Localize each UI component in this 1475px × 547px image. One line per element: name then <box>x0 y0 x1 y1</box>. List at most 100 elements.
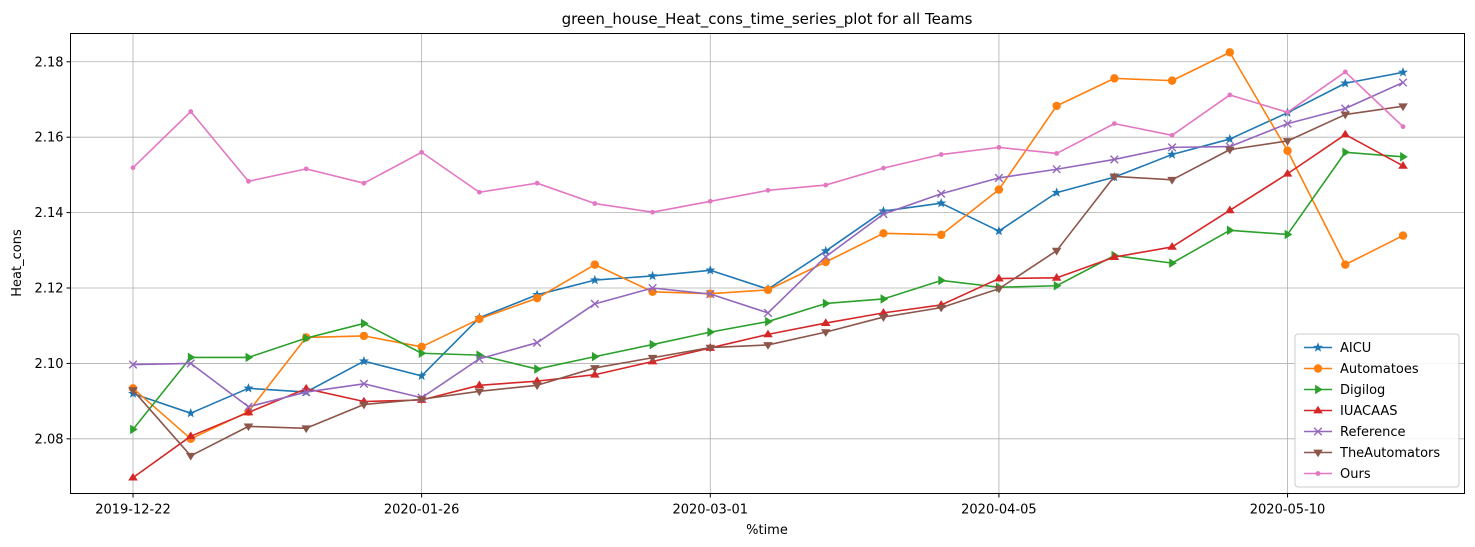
data-point <box>821 252 831 262</box>
series-line <box>132 81 1404 408</box>
data-point <box>243 383 254 393</box>
data-point <box>1340 78 1351 88</box>
data-point <box>1398 103 1408 112</box>
data-point <box>1225 48 1235 57</box>
data-point <box>245 352 254 363</box>
data-point <box>417 342 426 352</box>
data-point <box>185 452 196 461</box>
data-point <box>994 173 1004 183</box>
data-point <box>589 274 600 285</box>
legend: AICU Automatoes Digilog IUACAAS Reference The… <box>1294 333 1460 488</box>
data-point <box>243 423 254 432</box>
data-point <box>994 185 1004 194</box>
data-point <box>1110 155 1119 164</box>
data-point <box>534 364 542 374</box>
data-point <box>879 229 888 238</box>
data-point <box>1342 147 1351 158</box>
data-point <box>996 144 1002 150</box>
data-point <box>881 165 886 171</box>
data-point <box>1227 92 1233 98</box>
legend-label: TheAutomators <box>1339 446 1440 461</box>
data-point <box>130 424 138 435</box>
data-point <box>474 380 485 389</box>
data-point <box>128 387 138 395</box>
legend-label: IUACAAS <box>1340 404 1398 419</box>
data-point <box>591 351 600 362</box>
chart-title: green_house_Heat_cons_time_series_plot f… <box>562 10 973 29</box>
data-point <box>1109 252 1120 260</box>
legend-label: AICU <box>1340 341 1371 356</box>
data-point <box>128 472 138 481</box>
data-point <box>532 338 542 347</box>
legend-item: IUACAAS <box>1304 404 1398 419</box>
legend-marker <box>1313 405 1323 414</box>
data-point <box>1224 133 1235 144</box>
data-point <box>823 182 829 188</box>
data-point <box>1400 151 1408 162</box>
series-layer <box>128 48 1408 481</box>
data-point <box>1169 258 1177 268</box>
y-tick-label: 2.08 <box>35 432 64 447</box>
data-point <box>532 376 542 385</box>
legend-marker <box>1315 471 1321 476</box>
x-tick-label: 2020-05-10 <box>1250 503 1326 518</box>
y-tick-label: 2.16 <box>35 131 64 146</box>
legend-item: Reference <box>1304 425 1405 440</box>
data-point <box>878 308 889 316</box>
x-axis-label: %time <box>746 523 788 538</box>
legend-item: Ours <box>1304 467 1371 482</box>
series-theautomators <box>128 103 1408 461</box>
x-tick-label: 2020-04-05 <box>961 503 1037 518</box>
data-point <box>475 314 484 324</box>
data-point <box>820 245 831 256</box>
data-point <box>705 289 715 299</box>
legend-label: Ours <box>1340 467 1371 482</box>
data-point <box>590 260 600 269</box>
data-point <box>359 379 369 389</box>
data-point <box>936 230 946 240</box>
legend-item: AICU <box>1304 341 1371 356</box>
data-point <box>763 342 773 350</box>
data-point <box>534 180 540 186</box>
legend-marker <box>1315 384 1323 395</box>
data-point <box>1167 149 1178 159</box>
data-point <box>1226 225 1235 236</box>
data-point <box>1167 143 1177 152</box>
data-point <box>1109 173 1120 182</box>
data-point <box>763 285 773 295</box>
data-point <box>1285 109 1290 115</box>
data-point <box>763 308 773 318</box>
series-iuacaas <box>128 129 1408 481</box>
legend-marker <box>1313 342 1323 352</box>
data-point <box>1340 104 1350 113</box>
data-point <box>1398 78 1408 87</box>
data-point <box>878 205 889 216</box>
x-tick-label: 2019-12-22 <box>95 503 171 518</box>
data-point <box>994 273 1004 282</box>
data-point <box>1340 129 1351 138</box>
legend-label: Reference <box>1340 425 1405 440</box>
data-point <box>707 327 716 337</box>
data-point <box>993 225 1004 236</box>
data-point <box>1398 161 1408 169</box>
data-point <box>763 329 773 338</box>
data-point <box>243 407 254 416</box>
data-point <box>1052 164 1061 174</box>
data-point <box>707 198 713 204</box>
data-point <box>303 166 309 172</box>
data-point <box>532 382 542 391</box>
data-point <box>822 298 831 309</box>
data-point <box>1342 69 1348 75</box>
data-point <box>1167 76 1177 85</box>
data-point <box>188 109 194 114</box>
data-point <box>648 283 657 293</box>
data-point <box>936 189 946 199</box>
data-point <box>820 318 831 326</box>
data-point <box>361 318 369 329</box>
legend-label: Automatoes <box>1340 362 1419 377</box>
legend-item: TheAutomators <box>1304 446 1440 461</box>
data-point <box>301 425 311 434</box>
legend-item: Digilog <box>1304 383 1385 398</box>
data-point <box>418 348 427 359</box>
data-point <box>301 387 311 397</box>
